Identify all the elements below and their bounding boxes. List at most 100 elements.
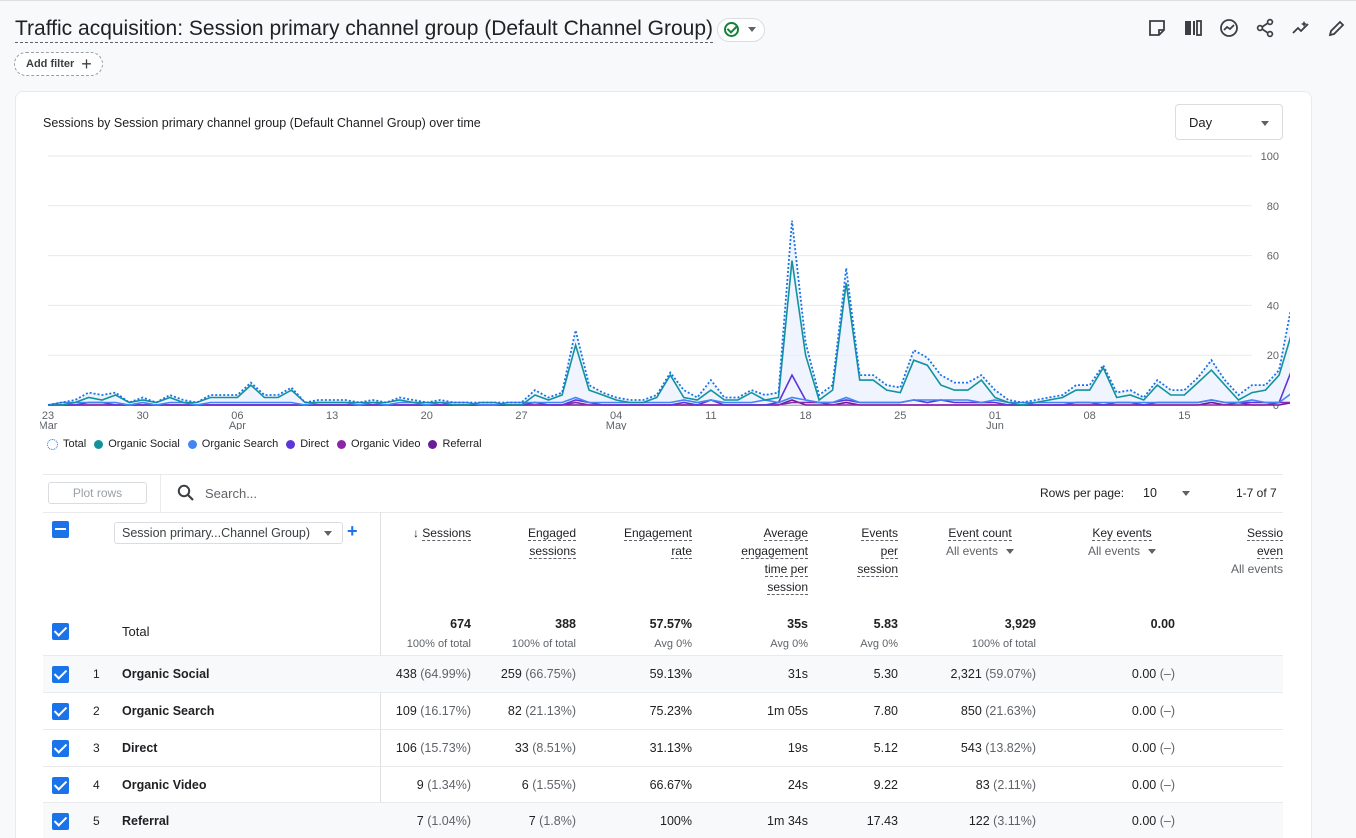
chevron-down-icon [1148,549,1157,555]
x-tick-label: 11 [705,410,716,422]
cell-eps: 7.80 [873,704,898,718]
column-header-avg-engagement-time[interactable]: Average engagement time per session [720,524,808,596]
cell-value: 0.00 [1131,667,1157,681]
cell-sessions: 438 (64.99%) [383,667,471,681]
column-header-label: per [880,544,898,559]
cell-value: 850 [960,704,982,718]
row-checkbox[interactable] [52,813,69,830]
total-value: 5.83 [873,617,898,631]
legend-item-organic-social[interactable]: Organic Social [94,438,180,450]
cell-events: 122 (3.11%) [933,814,1036,828]
cell-value: 0.00 [1131,704,1157,718]
share-icon[interactable] [1255,18,1275,38]
add-dimension-button[interactable]: + [347,521,358,541]
cell-sessions: 106 (15.73%) [383,741,471,755]
select-all-checkbox[interactable] [52,521,69,538]
legend-item-direct[interactable]: Direct [286,438,329,450]
total-events: 3,929 100% of total [933,615,1036,653]
rows-per-page-label: Rows per page: [1040,486,1125,500]
total-sub: Avg 0% [770,638,808,650]
title-row: Traffic acquisition: Session primary cha… [15,16,766,43]
compare-icon[interactable] [1183,18,1203,38]
cell-value: 109 [395,704,417,718]
column-header-label: Engaged [527,526,576,541]
chevron-down-icon [1261,121,1269,126]
cell-pct: (66.75%) [525,667,576,681]
column-header-key-events[interactable]: Key events All events [1072,524,1172,560]
insights-icon[interactable] [1219,18,1239,38]
cell-value: 33 [514,741,529,755]
column-header-engagement-rate[interactable]: Engagement rate [610,524,692,560]
search-input[interactable]: Search... [160,474,257,512]
row-checkbox[interactable] [52,703,69,720]
column-header-sessions[interactable]: ↓ Sessions [400,524,471,542]
column-header-label: Event count [948,526,1012,541]
series-line-direct [48,372,1290,406]
legend-item-total[interactable]: Total [47,438,86,450]
event-filter-select[interactable]: All events [1088,544,1157,558]
cell-key-events: 0.00 (–) [1083,667,1175,681]
dimension-label: Session primary...Channel Group) [122,526,311,540]
cell-avg-time: 1m 05s [767,704,808,718]
granularity-select[interactable]: Day [1175,104,1283,140]
rows-per-page-select[interactable]: 10 [1143,486,1198,500]
total-checkbox[interactable] [52,623,69,640]
total-value: 3,929 [1004,617,1036,631]
table-row[interactable]: 2 Organic Search 109 (16.17%) 82 (21.13%… [43,692,1283,729]
cell-sessions: 109 (16.17%) [383,704,471,718]
table-row[interactable]: 5 Referral 7 (1.04%) 7 (1.8%) 100% 1m 34… [43,802,1283,838]
status-chip[interactable] [717,17,766,42]
cell-pct: (–) [1159,778,1175,792]
column-header-label: Sessio [1246,526,1283,541]
cell-events: 83 (2.11%) [933,778,1036,792]
column-header-engaged-sessions[interactable]: Engaged sessions [500,524,576,560]
cell-pct: (8.51%) [532,741,576,755]
cell-rate: 66.67% [649,778,692,792]
add-filter-label: Add filter [26,58,75,70]
add-filter-button[interactable]: Add filter + [14,52,103,76]
column-header-session-key-event-rate[interactable]: Sessio even All events [1210,524,1283,578]
column-header-label: Sessions [422,526,471,541]
event-filter-select[interactable]: All events [946,544,1015,558]
cell-rate: 75.23% [649,704,692,718]
table-row[interactable]: 3 Direct 106 (15.73%) 33 (8.51%) 31.13% … [43,729,1283,766]
page-title[interactable]: Traffic acquisition: Session primary cha… [15,16,714,43]
legend-label: Organic Search [201,438,279,450]
cell-events: 2,321 (59.07%) [933,667,1037,681]
table-row[interactable]: 1 Organic Social 438 (64.99%) 259 (66.75… [43,655,1283,692]
row-checkbox[interactable] [52,666,69,683]
note-icon[interactable] [1147,18,1167,38]
row-checkbox[interactable] [52,740,69,757]
legend-label: Referral [442,438,482,450]
column-header-events-per-session[interactable]: Events per session [840,524,898,578]
cell-value: 6 [521,778,529,792]
chevron-down-icon [748,27,757,32]
legend-item-organic-video[interactable]: Organic Video [336,438,420,450]
row-index: 4 [93,778,100,792]
legend-item-referral[interactable]: Referral [428,438,482,450]
row-checkbox[interactable] [52,777,69,794]
total-sub: Avg 0% [860,638,898,650]
total-sub: Avg 0% [654,638,692,650]
column-header-event-count[interactable]: Event count All events [930,524,1030,560]
column-header-label: engagement [741,544,808,559]
total-value: 388 [555,617,576,631]
top-divider [0,0,1356,4]
granularity-value: Day [1189,114,1213,130]
dimension-select[interactable]: Session primary...Channel Group) [114,522,343,544]
legend-dot-icon [94,439,104,449]
cell-value: 438 [395,667,417,681]
cell-avg-time: 24s [787,778,808,792]
cell-avg-time: 1m 34s [767,814,808,828]
legend-item-organic-search[interactable]: Organic Search [187,438,279,450]
trend-icon[interactable] [1291,18,1311,38]
cell-value: 9 [416,778,424,792]
row-index: 5 [93,814,100,828]
cell-pct: (1.34%) [427,778,471,792]
total-engaged: 388 100% of total [487,615,576,653]
cell-rate: 59.13% [649,667,692,681]
y-tick-label: 80 [1267,201,1279,213]
plot-rows-button[interactable]: Plot rows [48,482,147,504]
table-row[interactable]: 4 Organic Video 9 (1.34%) 6 (1.55%) 66.6… [43,766,1283,803]
edit-icon[interactable] [1327,18,1347,38]
